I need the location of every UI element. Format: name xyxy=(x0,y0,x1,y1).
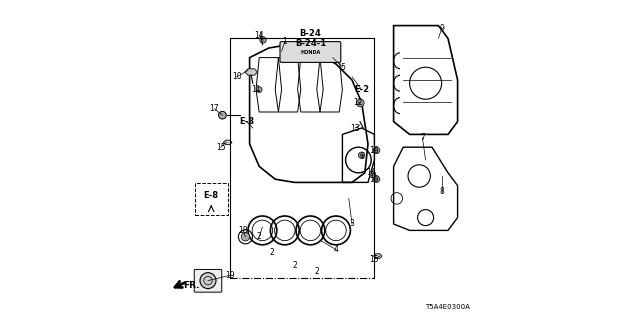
Circle shape xyxy=(369,171,376,178)
Circle shape xyxy=(219,111,227,119)
Circle shape xyxy=(200,273,216,289)
Text: 9: 9 xyxy=(439,24,444,33)
Text: 2: 2 xyxy=(269,248,275,257)
Circle shape xyxy=(374,147,380,154)
Circle shape xyxy=(241,233,250,241)
Text: E-8: E-8 xyxy=(239,117,254,126)
Text: 12: 12 xyxy=(354,98,363,107)
Text: 2: 2 xyxy=(314,268,319,276)
Text: FR.: FR. xyxy=(183,281,200,290)
Circle shape xyxy=(260,37,266,43)
Text: 16: 16 xyxy=(369,146,380,155)
Text: 6: 6 xyxy=(359,152,364,161)
Text: 14: 14 xyxy=(254,31,264,40)
Text: 2: 2 xyxy=(292,261,297,270)
Circle shape xyxy=(358,152,365,158)
Polygon shape xyxy=(223,140,232,145)
Text: T5A4E0300A: T5A4E0300A xyxy=(426,304,470,310)
Text: 7: 7 xyxy=(420,133,425,142)
Polygon shape xyxy=(374,254,382,258)
Text: 3: 3 xyxy=(349,220,355,228)
Circle shape xyxy=(256,87,262,92)
Text: 18: 18 xyxy=(239,226,248,235)
Text: 4: 4 xyxy=(333,245,339,254)
Text: 19: 19 xyxy=(225,271,236,280)
Text: B-24
B-24-1: B-24 B-24-1 xyxy=(295,29,326,48)
Text: 13: 13 xyxy=(350,124,360,132)
Circle shape xyxy=(374,176,380,182)
Text: 2: 2 xyxy=(257,232,262,241)
FancyBboxPatch shape xyxy=(280,42,340,62)
Text: 11: 11 xyxy=(252,85,260,94)
Text: 5: 5 xyxy=(340,63,345,72)
Text: 1: 1 xyxy=(282,37,287,46)
Text: 17: 17 xyxy=(209,104,220,113)
Text: E-2: E-2 xyxy=(354,85,369,94)
Text: 15: 15 xyxy=(216,143,226,152)
Text: 16: 16 xyxy=(369,175,380,184)
Text: E-8: E-8 xyxy=(204,191,219,200)
Text: 8: 8 xyxy=(439,188,444,196)
Text: 15: 15 xyxy=(369,255,380,264)
Circle shape xyxy=(356,99,364,107)
Polygon shape xyxy=(245,69,258,75)
FancyBboxPatch shape xyxy=(195,269,222,292)
Text: HONDA: HONDA xyxy=(300,50,321,55)
Text: 14: 14 xyxy=(366,168,376,177)
Text: 10: 10 xyxy=(232,72,242,81)
